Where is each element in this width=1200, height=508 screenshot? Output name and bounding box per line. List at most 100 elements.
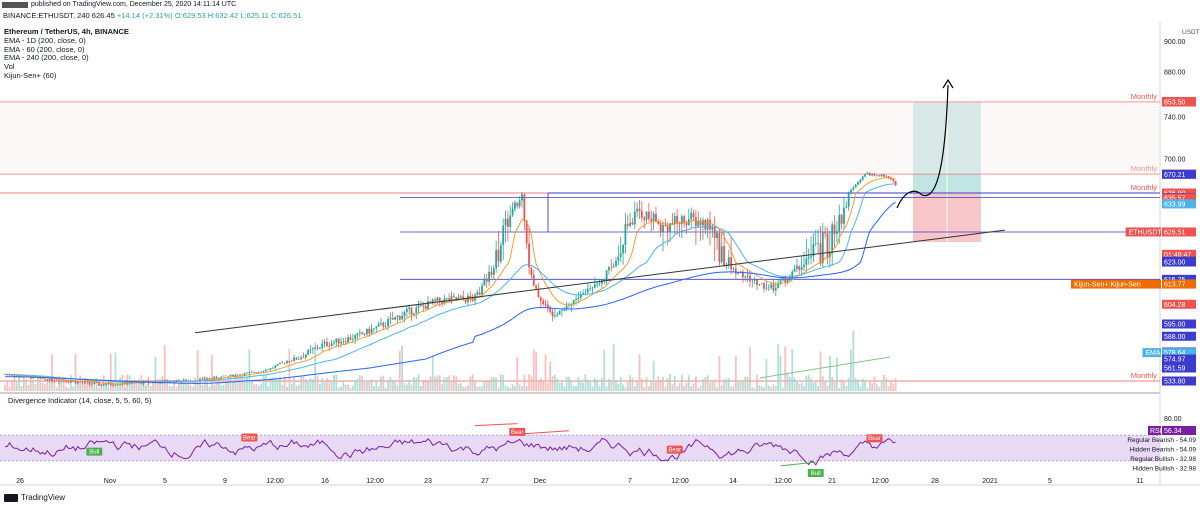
volume-bar: [622, 384, 624, 391]
candle-body: [485, 278, 488, 282]
volume-bar: [279, 376, 281, 391]
legend-kijun[interactable]: Kijun-Sen+ (60): [4, 70, 57, 80]
volume-bar: [704, 376, 707, 391]
x-tick-label: 12:00: [871, 478, 889, 485]
candle-body: [894, 181, 897, 186]
legend-ema-60[interactable]: EMA - 60 (200, close, 0): [4, 44, 85, 54]
volume-bar: [232, 380, 234, 391]
volume-bar: [368, 380, 371, 391]
volume-bar: [20, 385, 23, 391]
volume-bar: [189, 385, 192, 391]
volume-bar: [173, 380, 176, 391]
candle-body: [758, 284, 761, 286]
price-tag: 670.21: [1164, 172, 1186, 179]
volume-bar: [474, 380, 476, 391]
volume-bar: [695, 376, 697, 391]
candle-body: [887, 176, 890, 179]
symbol-ohlc-bar: BINANCE:ETHUSDT, 240 626.45 +14.14 (+2.3…: [3, 11, 302, 20]
volume-bar: [98, 387, 100, 391]
candle-body: [840, 215, 843, 224]
candle-body: [69, 381, 72, 383]
volume-bar: [335, 374, 338, 391]
volume-bar: [471, 374, 474, 391]
volume-bar: [666, 377, 669, 391]
candle-body: [532, 274, 535, 286]
candle-body: [389, 318, 392, 320]
divergence-line: [474, 423, 518, 427]
volume-bar: [328, 382, 331, 391]
volume-bar: [366, 380, 368, 391]
volume-bar: [297, 384, 300, 391]
price-tag: 613.77: [1164, 282, 1186, 289]
candle-body: [396, 316, 399, 318]
signal-badge: [509, 427, 526, 436]
volume-bar: [18, 374, 20, 391]
candle-body: [805, 258, 808, 265]
series-tag-bg: [1125, 227, 1161, 237]
candle-body: [342, 341, 345, 342]
volume-bar: [483, 381, 486, 391]
candle-body: [483, 278, 486, 286]
candle-body: [774, 288, 777, 291]
candle-body: [734, 268, 737, 274]
candle-body: [549, 308, 552, 312]
price-tag-bg: [1162, 299, 1196, 309]
volume-bar: [302, 376, 305, 391]
legend-vol[interactable]: Vol: [4, 62, 15, 72]
candle-body: [88, 381, 91, 384]
volume-bar: [840, 379, 843, 391]
volume-bar: [525, 385, 528, 391]
price-tag-bg: [1162, 348, 1196, 358]
rsi-legend[interactable]: Divergence Indicator (14, close, 5, 5, 6…: [8, 396, 152, 405]
volume-bar: [55, 387, 58, 391]
volume-bar: [699, 385, 702, 391]
candle-body: [13, 375, 16, 377]
candle-body: [335, 338, 338, 343]
volume-bar: [290, 383, 293, 391]
candle-body: [41, 377, 44, 379]
volume-bar: [589, 380, 592, 391]
volume-bar: [734, 355, 737, 391]
x-tick-label: 21: [828, 478, 836, 485]
candle-body: [490, 271, 493, 275]
candle-body: [662, 224, 664, 232]
candle-body: [800, 267, 803, 270]
rsi-stat: Hidden Bullish - 32.98: [1132, 466, 1196, 473]
symbol-label: BINANCE:ETHUSDT, 240: [3, 11, 90, 20]
price-tag-bg: [1162, 376, 1196, 386]
volume-bar: [793, 377, 796, 391]
candle-body: [875, 175, 878, 176]
volume-bar: [311, 379, 314, 391]
candle-body: [640, 210, 643, 218]
candle-body: [220, 376, 223, 378]
candle-body: [58, 380, 60, 382]
candle-body: [450, 296, 453, 302]
candle-body: [556, 314, 559, 316]
volume-bar: [131, 379, 133, 391]
volume-bar: [516, 357, 519, 391]
x-tick-label: 7: [628, 478, 632, 485]
candle-body: [563, 309, 566, 310]
volume-bar: [4, 384, 6, 391]
volume-bar: [857, 379, 859, 391]
volume-bar: [582, 382, 584, 391]
volume-bar: [452, 375, 455, 391]
volume-bar: [326, 378, 328, 391]
volume-bar: [304, 379, 307, 391]
candle-body: [812, 243, 815, 257]
candle-body: [507, 218, 509, 227]
candle-body: [890, 178, 892, 180]
volume-bar: [46, 381, 49, 391]
legend-ema-1d[interactable]: EMA - 1D (200, close, 0): [4, 35, 86, 45]
level-label: Monthly: [1131, 92, 1158, 101]
candle-body: [817, 243, 819, 244]
volume-bar: [753, 387, 756, 391]
candle-body: [883, 174, 885, 177]
volume-bar: [199, 377, 201, 391]
legend-ema-240[interactable]: EMA - 240 (200, close, 0): [4, 53, 89, 63]
series-tag: ETHUSDT: [1129, 229, 1163, 236]
candle-body: [405, 309, 408, 312]
candle-body: [203, 378, 206, 380]
volume-bar: [476, 386, 479, 391]
